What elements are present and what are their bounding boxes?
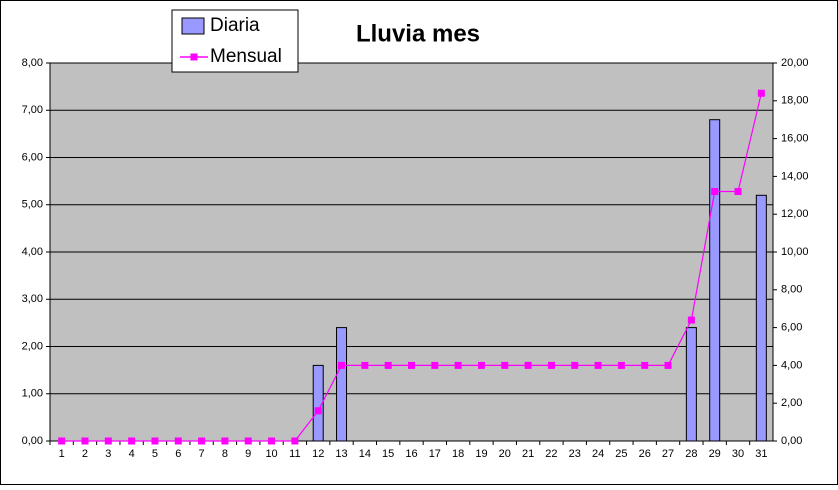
x-tick-label: 30: [732, 448, 744, 460]
line-marker: [104, 437, 112, 445]
x-tick-label: 19: [475, 448, 487, 460]
x-tick-label: 21: [522, 448, 534, 460]
x-tick-label: 4: [129, 448, 135, 460]
x-tick-label: 14: [359, 448, 371, 460]
x-tick-label: 17: [429, 448, 441, 460]
x-tick-label: 15: [382, 448, 394, 460]
line-marker: [454, 361, 462, 369]
line-marker: [244, 437, 252, 445]
bar: [336, 327, 348, 442]
x-tick-label: 7: [199, 448, 205, 460]
y2-tick-label: 0,00: [781, 435, 802, 447]
x-tick-label: 24: [592, 448, 604, 460]
x-tick-label: 6: [175, 448, 181, 460]
line-marker: [477, 361, 485, 369]
y-tick-label: 7,00: [22, 104, 43, 116]
x-tick-label: 2: [82, 448, 88, 460]
line-marker: [687, 316, 695, 324]
x-tick-label: 18: [452, 448, 464, 460]
y-tick-label: 0,00: [22, 435, 43, 447]
x-tick-label: 20: [499, 448, 511, 460]
line-marker: [547, 361, 555, 369]
line-marker: [268, 437, 276, 445]
line-marker: [664, 361, 672, 369]
y-tick-label: 8,00: [22, 57, 43, 69]
y2-tick-label: 2,00: [781, 397, 802, 409]
x-tick-label: 1: [59, 448, 65, 460]
x-tick-label: 26: [639, 448, 651, 460]
line-marker: [151, 437, 159, 445]
y2-tick-label: 10,00: [781, 246, 809, 258]
y-tick-label: 1,00: [22, 388, 43, 400]
line-marker: [641, 361, 649, 369]
x-tick-label: 28: [685, 448, 697, 460]
y2-tick-label: 18,00: [781, 95, 809, 107]
x-tick-label: 3: [105, 448, 111, 460]
x-tick-label: 11: [289, 448, 300, 460]
line-marker: [81, 437, 89, 445]
y-tick-label: 6,00: [22, 151, 43, 163]
bar: [685, 327, 697, 442]
x-tick-label: 29: [709, 448, 721, 460]
chart-title: Lluvia mes: [356, 20, 480, 47]
bar: [755, 194, 767, 442]
y-tick-label: 4,00: [22, 246, 43, 258]
y2-tick-label: 12,00: [781, 208, 809, 220]
x-tick-label: 12: [312, 448, 324, 460]
line-marker: [291, 437, 299, 445]
legend-swatch: [181, 17, 205, 35]
y2-tick-label: 20,00: [781, 57, 809, 69]
y-tick-label: 2,00: [22, 340, 43, 352]
line-marker: [128, 437, 136, 445]
x-tick-label: 25: [615, 448, 627, 460]
line-marker: [58, 437, 66, 445]
line-marker: [198, 437, 206, 445]
line-marker: [384, 361, 392, 369]
bar: [312, 364, 324, 442]
legend-label: Diaria: [210, 15, 260, 36]
legend-marker: [190, 53, 198, 61]
line-marker: [757, 89, 765, 97]
y2-tick-label: 6,00: [781, 322, 802, 334]
x-tick-label: 16: [405, 448, 417, 460]
line-marker: [594, 361, 602, 369]
y2-tick-label: 14,00: [781, 170, 809, 182]
x-tick-label: 8: [222, 448, 228, 460]
x-tick-label: 13: [335, 448, 347, 460]
line-marker: [361, 361, 369, 369]
legend-label: Mensual: [210, 46, 282, 67]
line-marker: [174, 437, 182, 445]
line-marker: [338, 361, 346, 369]
line-marker: [408, 361, 415, 369]
line-marker: [524, 361, 532, 369]
y2-tick-label: 16,00: [781, 133, 809, 145]
x-tick-label: 23: [569, 448, 581, 460]
x-tick-label: 27: [662, 448, 674, 460]
x-tick-label: 22: [545, 448, 557, 460]
line-marker: [431, 361, 439, 369]
line-marker: [501, 361, 509, 369]
line-marker: [221, 437, 229, 445]
x-tick-label: 5: [152, 448, 158, 460]
x-tick-label: 31: [755, 448, 767, 460]
y-tick-label: 5,00: [22, 199, 43, 211]
y2-tick-label: 4,00: [781, 359, 802, 371]
bar: [709, 119, 721, 442]
line-marker: [617, 361, 625, 369]
line-marker: [711, 188, 719, 196]
y2-tick-label: 8,00: [781, 284, 802, 296]
line-marker: [314, 407, 322, 415]
line-marker: [571, 361, 579, 369]
y-tick-label: 3,00: [22, 293, 43, 305]
x-tick-label: 9: [245, 448, 251, 460]
x-tick-label: 10: [265, 448, 277, 460]
line-marker: [734, 188, 742, 196]
